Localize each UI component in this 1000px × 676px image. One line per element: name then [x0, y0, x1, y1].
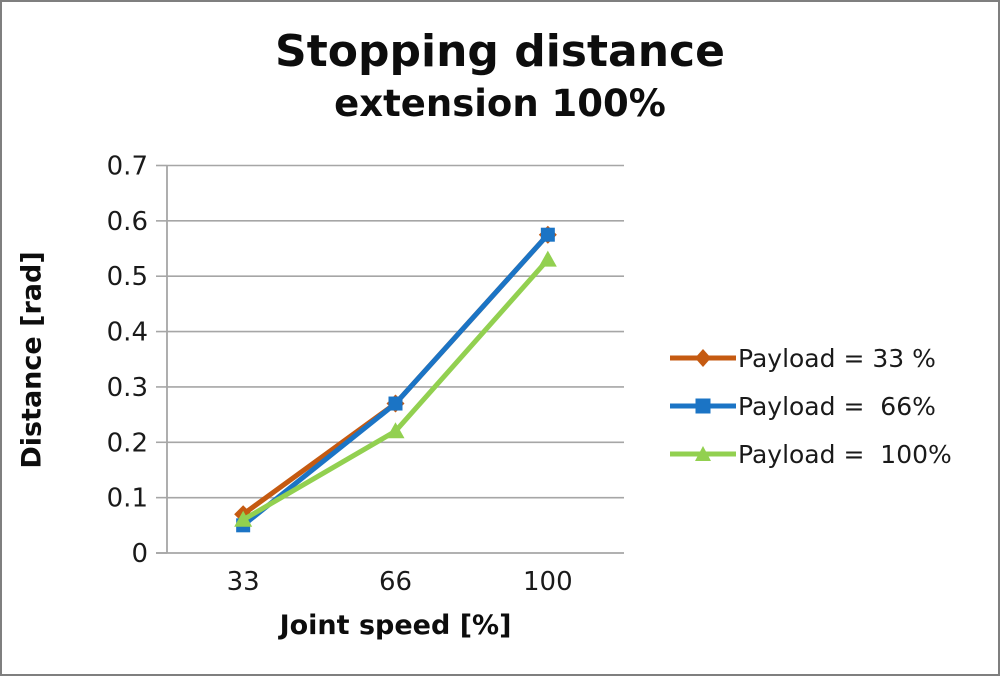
y-tick-label: 0.2 — [107, 428, 148, 458]
legend-label: Payload = 66% — [738, 391, 936, 421]
x-tick-label: 33 — [227, 567, 260, 597]
data-point-square — [388, 396, 403, 411]
y-tick-label: 0.4 — [107, 318, 148, 348]
y-tick-label: 0.3 — [107, 373, 148, 403]
data-point-square — [540, 227, 555, 242]
legend-marker-square-icon — [670, 398, 736, 414]
data-point-triangle — [234, 510, 253, 527]
y-tick-label: 0.5 — [107, 262, 148, 292]
chart-subtitle: extension 100% — [334, 82, 666, 125]
y-tick-label: 0.6 — [107, 207, 148, 237]
x-tick-label: 66 — [379, 567, 412, 597]
legend-label: Payload = 33 % — [738, 343, 936, 373]
data-point-triangle — [538, 250, 557, 267]
legend-marker-triangle-icon — [670, 446, 736, 461]
legend: Payload = 33 % Payload = 66% Payload = 100… — [670, 342, 952, 470]
legend-label: Payload = 100% — [738, 439, 952, 469]
data-point-triangle — [386, 422, 405, 439]
legend-item: Payload = 33 % — [670, 342, 952, 374]
legend-item: Payload = 100% — [670, 438, 952, 470]
y-tick-label: 0.7 — [107, 152, 148, 182]
x-axis-title: Joint speed [%] — [279, 610, 512, 641]
legend-marker-diamond-icon — [670, 349, 736, 367]
y-tick-label: 0.1 — [107, 484, 148, 514]
legend-item: Payload = 66% — [670, 390, 952, 422]
x-tick-label: 100 — [523, 567, 573, 597]
y-tick-label: 0 — [131, 539, 148, 569]
chart-title: Stopping distance — [275, 26, 725, 77]
